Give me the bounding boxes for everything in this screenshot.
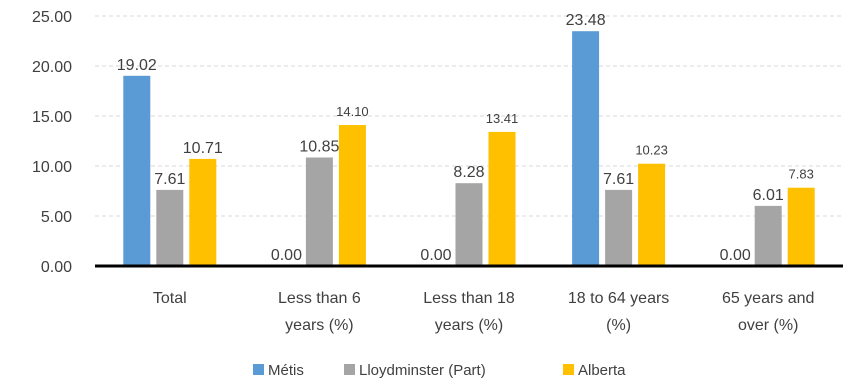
- data-label: 10.23: [635, 143, 668, 158]
- data-label: 23.48: [566, 12, 606, 29]
- category-labels: Total Less than 6 years (%) Less than 18 yea…: [153, 290, 815, 334]
- bar-0-0: [123, 75, 151, 266]
- bars: [123, 31, 815, 267]
- data-label: 0.00: [720, 247, 751, 264]
- category-label: 18 to 64 years: [568, 290, 669, 307]
- bar-2-4: [787, 187, 815, 266]
- data-labels: 19.02 7.61 10.71 0.00 10.85 14.10 0.00 8.28 13.4…: [117, 12, 814, 264]
- data-label: 7.61: [154, 171, 185, 188]
- legend-label: Alberta: [578, 362, 626, 379]
- bar-0-3: [572, 31, 600, 267]
- bar-1-0: [156, 189, 184, 266]
- category-label: Total: [153, 290, 187, 307]
- y-tick-label: 0.00: [41, 259, 72, 276]
- category-label: (%): [606, 317, 631, 334]
- data-label: 7.61: [603, 171, 634, 188]
- legend-label: Lloydminster (Part): [359, 362, 486, 379]
- bar-1-4: [754, 205, 782, 266]
- y-tick-label: 10.00: [32, 159, 72, 176]
- y-tick-label: 5.00: [41, 209, 72, 226]
- data-label: 19.02: [117, 57, 157, 74]
- data-label: 0.00: [271, 247, 302, 264]
- category-label: years (%): [435, 317, 503, 334]
- bar-2-0: [189, 158, 217, 266]
- data-label: 14.10: [336, 104, 369, 119]
- category-label: years (%): [285, 317, 353, 334]
- data-label: 6.01: [753, 187, 784, 204]
- y-tick-label: 20.00: [32, 59, 72, 76]
- legend-label: Métis: [268, 362, 304, 379]
- legend: Métis Lloydminster (Part) Alberta: [253, 362, 626, 379]
- data-label: 13.41: [486, 111, 519, 126]
- y-axis-tick-labels: 0.00 5.00 10.00 15.00 20.00 25.00: [32, 9, 72, 276]
- data-label: 10.71: [183, 140, 223, 157]
- y-tick-label: 15.00: [32, 109, 72, 126]
- data-label: 7.83: [789, 167, 814, 182]
- bar-1-1: [305, 157, 333, 266]
- legend-swatch: [253, 364, 264, 375]
- legend-swatch: [563, 364, 574, 375]
- data-label: 8.28: [453, 164, 484, 181]
- bar-1-2: [455, 183, 483, 266]
- bar-1-3: [605, 189, 633, 266]
- data-label: 10.85: [299, 139, 339, 156]
- category-label: 65 years and: [722, 290, 815, 307]
- legend-swatch: [344, 364, 355, 375]
- category-label: Less than 18: [423, 290, 515, 307]
- data-label: 0.00: [420, 247, 451, 264]
- bar-2-3: [638, 163, 666, 266]
- category-label: Less than 6: [278, 290, 361, 307]
- category-label: over (%): [738, 317, 798, 334]
- bar-2-1: [338, 125, 366, 266]
- y-tick-label: 25.00: [32, 9, 72, 26]
- bar-2-2: [488, 131, 516, 266]
